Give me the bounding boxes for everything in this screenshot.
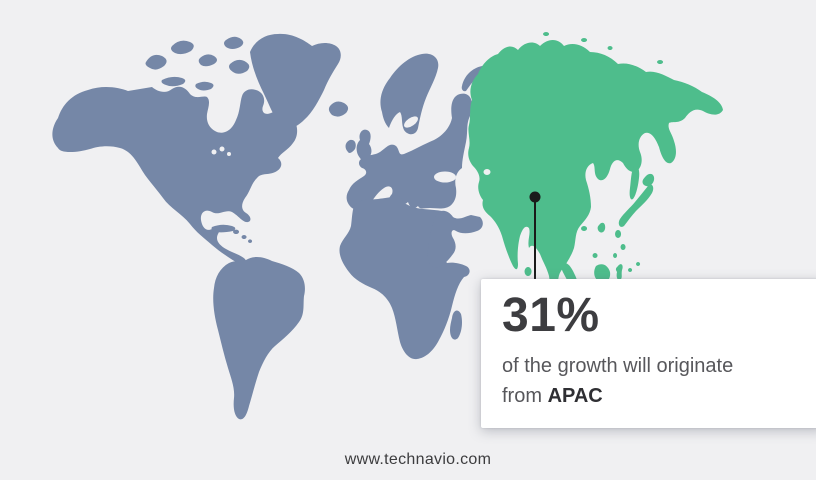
baltic-sea	[404, 116, 418, 128]
apac-marker-dot	[529, 191, 541, 203]
aral-sea	[483, 169, 491, 175]
apac-marker	[529, 191, 541, 281]
map-apac-region	[468, 32, 723, 290]
stat-region-label: APAC	[547, 385, 603, 407]
stat-card: 31% of the growth will originate from AP…	[481, 279, 816, 428]
region-europe	[345, 53, 500, 211]
stat-description-line1: of the growth will originate	[502, 355, 734, 377]
black-sea	[434, 171, 456, 183]
region-asia-apac	[468, 40, 723, 290]
great-lake	[227, 152, 231, 156]
hudson-bay	[213, 104, 231, 124]
stat-description-line2-prefix: from	[502, 385, 542, 407]
map-inland-seas	[211, 104, 491, 200]
map-base-regions	[52, 33, 500, 420]
region-south-america	[211, 224, 305, 420]
great-lake	[211, 149, 217, 155]
stat-value: 31%	[502, 289, 600, 342]
stat-description: of the growth will originate from APAC	[502, 351, 804, 411]
region-north-america	[52, 33, 349, 266]
region-middle-east	[427, 210, 483, 268]
caspian-sea	[461, 172, 475, 200]
great-lake	[219, 146, 225, 152]
footer-url: www.technavio.com	[344, 451, 492, 468]
